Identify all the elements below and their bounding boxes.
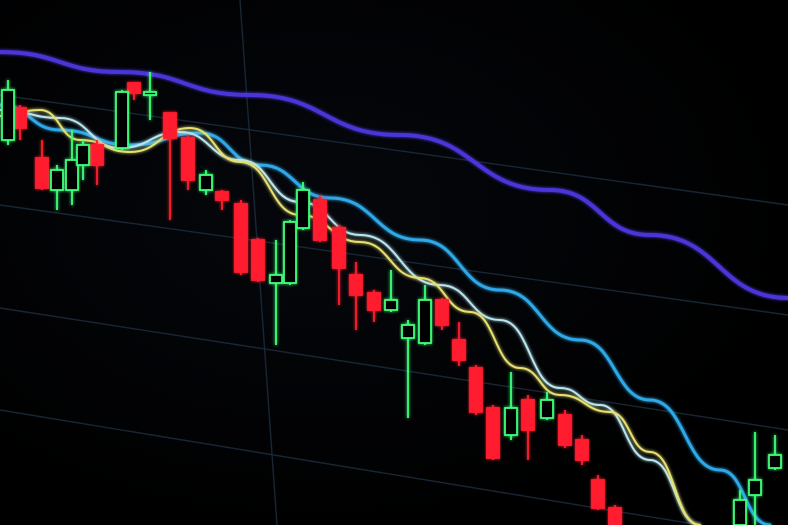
bullish-candle xyxy=(540,392,554,420)
candle-body xyxy=(332,227,346,269)
bearish-candle xyxy=(215,190,229,210)
bearish-candle xyxy=(127,82,141,100)
candle-body xyxy=(127,82,141,94)
bearish-candle xyxy=(13,105,27,140)
candle-body xyxy=(469,367,483,413)
candle-body xyxy=(251,239,265,281)
candle-body xyxy=(181,137,195,181)
bearish-candle xyxy=(452,322,466,366)
candle-body xyxy=(558,414,572,446)
candle-body xyxy=(401,324,415,339)
candle-body xyxy=(349,274,363,296)
bearish-candle xyxy=(35,140,49,190)
bearish-candle xyxy=(313,195,327,242)
candle-body xyxy=(748,479,762,496)
candle-body xyxy=(76,144,90,166)
bearish-candle xyxy=(521,395,535,460)
bullish-candle xyxy=(65,130,79,205)
bearish-candle xyxy=(591,475,605,510)
bearish-candle xyxy=(486,405,500,460)
bearish-candle xyxy=(575,435,589,465)
candles xyxy=(1,72,782,525)
bullish-candle xyxy=(768,435,782,470)
candle-body xyxy=(504,407,518,436)
candle-body xyxy=(435,299,449,326)
candle-body xyxy=(163,112,177,139)
candle-body xyxy=(486,407,500,459)
candle-body xyxy=(384,299,398,311)
bearish-candle xyxy=(349,262,363,330)
candle-body xyxy=(575,439,589,461)
candle-body xyxy=(591,479,605,509)
bearish-candle xyxy=(367,290,381,322)
candle-body xyxy=(269,274,283,284)
bullish-candle xyxy=(296,182,310,230)
bullish-candle xyxy=(143,72,157,120)
bullish-candle xyxy=(418,285,432,345)
short-moving-average-line xyxy=(0,109,701,525)
bullish-candle xyxy=(1,80,15,145)
bullish-candle xyxy=(76,140,90,180)
candle-body xyxy=(733,499,747,525)
bullish-candle xyxy=(50,165,64,210)
bearish-candle xyxy=(608,505,622,525)
bullish-candle xyxy=(504,372,518,440)
bullish-candle xyxy=(733,490,747,525)
bullish-candle xyxy=(283,220,297,285)
candle-body xyxy=(313,199,327,241)
candle-body xyxy=(283,221,297,284)
bullish-candle xyxy=(269,240,283,345)
bearish-candle xyxy=(163,112,177,220)
candle-body xyxy=(50,169,64,191)
candle-body xyxy=(608,507,622,525)
candle-body xyxy=(90,144,104,166)
candle-body xyxy=(296,189,310,229)
long-moving-average-line xyxy=(0,50,788,300)
grid-line xyxy=(0,307,788,431)
bullish-candle xyxy=(401,320,415,418)
bearish-candle xyxy=(251,238,265,282)
candle-body xyxy=(115,91,129,149)
bullish-candle xyxy=(748,432,762,525)
candle-body xyxy=(215,191,229,201)
candle-body xyxy=(768,454,782,469)
grid-line xyxy=(0,409,701,525)
mid-moving-average-line xyxy=(0,103,772,525)
bearish-candle xyxy=(234,200,248,275)
bearish-candle xyxy=(435,298,449,330)
grid-line xyxy=(0,94,788,206)
bearish-candle xyxy=(332,225,346,305)
grid-line xyxy=(0,204,788,316)
candle-body xyxy=(143,91,157,96)
bearish-candle xyxy=(558,410,572,448)
short-moving-average-line-yellow xyxy=(0,108,701,525)
candle-body xyxy=(65,159,79,191)
candle-body xyxy=(1,89,15,141)
candle-body xyxy=(452,339,466,361)
candle-body xyxy=(521,399,535,431)
bearish-candle xyxy=(469,365,483,415)
bullish-candle xyxy=(384,270,398,312)
bearish-candle xyxy=(181,135,195,190)
bullish-candle xyxy=(199,170,213,195)
candle-body xyxy=(199,174,213,191)
candle-body xyxy=(418,299,432,344)
bearish-candle xyxy=(90,140,104,185)
candle-body xyxy=(35,157,49,189)
candle-body xyxy=(234,203,248,273)
candle-body xyxy=(540,399,554,419)
candle-body xyxy=(367,292,381,311)
candle-body xyxy=(13,107,27,129)
bullish-candle xyxy=(115,90,129,150)
